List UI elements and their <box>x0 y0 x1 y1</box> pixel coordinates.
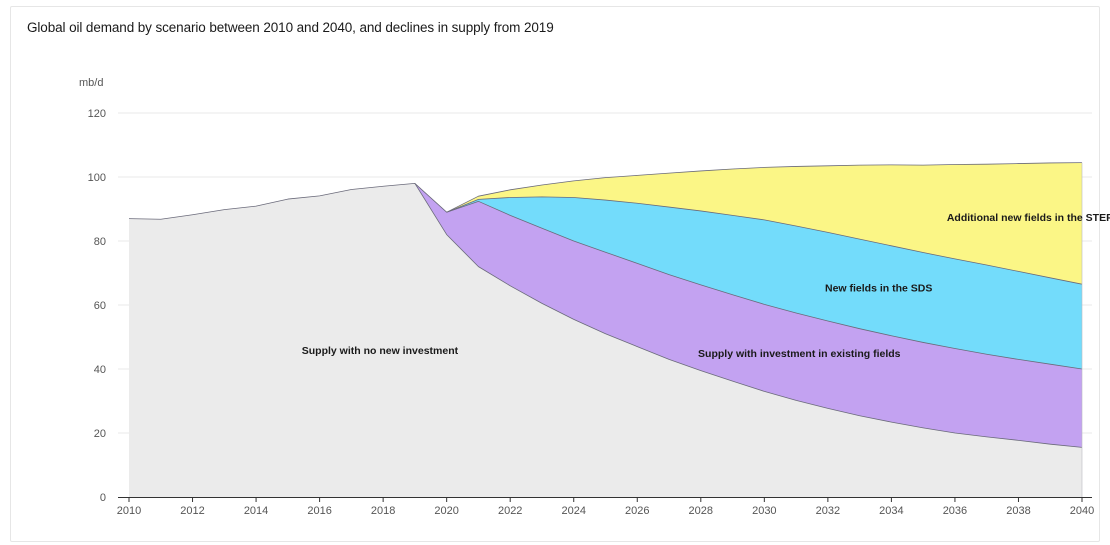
annotation-no-new-investment: Supply with no new investment <box>302 345 459 357</box>
x-tick-label: 2028 <box>689 505 713 517</box>
x-tick-label: 2032 <box>816 505 840 517</box>
x-tick-label: 2012 <box>180 505 204 517</box>
line-layer <box>128 162 1083 497</box>
x-tick-label: 2016 <box>307 505 331 517</box>
area-additional-new-fields-steps <box>446 162 1082 285</box>
y-tick-label: 0 <box>100 492 106 504</box>
x-tick-label: 2038 <box>1006 505 1030 517</box>
y-tick-label: 120 <box>88 108 106 120</box>
area-no-new-investment <box>129 183 1082 497</box>
line-no-new-investment <box>128 182 1083 448</box>
x-tick-label: 2014 <box>244 505 268 517</box>
chart-title: Global oil demand by scenario between 20… <box>27 20 554 35</box>
y-tick-label: 40 <box>94 364 106 376</box>
x-tick-label: 2034 <box>879 505 903 517</box>
annotation-existing-fields: Supply with investment in existing field… <box>698 348 901 360</box>
y-tick-label: 60 <box>94 300 106 312</box>
annotation-additional-steps: Additional new fields in the STEPS <box>947 212 1110 224</box>
area-layer <box>129 162 1082 497</box>
y-axis-unit-label: mb/d <box>79 77 103 89</box>
annotation-new-fields-sds: New fields in the SDS <box>825 282 932 294</box>
x-tick-label: 2040 <box>1070 505 1094 517</box>
annotation-layer: Supply with no new investment Supply with… <box>302 212 1110 360</box>
line-existing-fields <box>414 183 1083 370</box>
x-tick-label: 2020 <box>434 505 458 517</box>
y-tick-label: 80 <box>94 236 106 248</box>
y-tick-label: 20 <box>94 428 106 440</box>
y-tick-label: 100 <box>88 172 106 184</box>
x-tick-label: 2018 <box>371 505 395 517</box>
x-tick-label: 2010 <box>117 505 141 517</box>
x-tick-label: 2024 <box>561 505 585 517</box>
line-additional-steps <box>446 162 1083 213</box>
area-new-fields-sds <box>446 196 1082 369</box>
x-tick-label: 2026 <box>625 505 649 517</box>
x-tick-label: 2030 <box>752 505 776 517</box>
line-new-fields-sds <box>446 196 1083 285</box>
area-existing-fields <box>414 183 1082 448</box>
x-tick-label: 2022 <box>498 505 522 517</box>
x-tick-label: 2036 <box>943 505 967 517</box>
